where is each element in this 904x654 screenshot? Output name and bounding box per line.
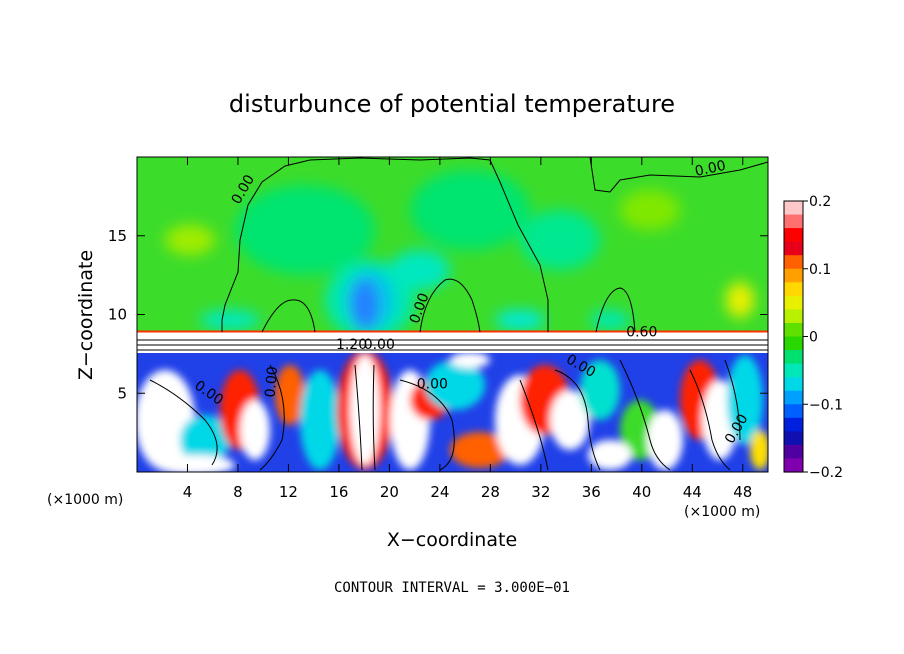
x-unit-left: (×1000 m) (47, 492, 123, 508)
colorbar-swatch (784, 282, 803, 297)
colorbar-ticks: 0.2 0.1 0 −0.1 −0.2 (803, 194, 843, 481)
contour-label: 0.00 (364, 337, 395, 353)
zero-contour-upper (221, 157, 768, 333)
colorbar-swatch (784, 309, 803, 324)
y-tick-label: 15 (108, 227, 127, 245)
x-tick-label: 32 (531, 483, 550, 501)
contour-label: 0.00 (263, 366, 282, 398)
colorbar-swatch (784, 336, 803, 351)
colorbar-tick-label: 0 (809, 330, 818, 346)
x-tick-label: 16 (329, 483, 348, 501)
x-tick-label: 44 (683, 483, 702, 501)
colorbar-swatch (784, 201, 803, 216)
plot-area (137, 157, 768, 472)
colorbar-swatch (784, 295, 803, 310)
x-tick-label: 4 (183, 483, 193, 501)
contour-label: 0.00 (693, 158, 727, 180)
x-unit-right: (×1000 m) (684, 504, 760, 520)
x-tick-label: 20 (380, 483, 399, 501)
colorbar-swatch (784, 350, 803, 365)
x-tick-label: 8 (233, 483, 243, 501)
y-axis-ticks: 5 10 15 (108, 227, 768, 402)
colorbar-swatch (784, 214, 803, 229)
colorbar-swatch (784, 228, 803, 243)
x-axis-label: X−coordinate (387, 529, 517, 551)
x-tick-label: 12 (279, 483, 298, 501)
colorbar-swatch (784, 390, 803, 405)
colorbar-tick-label: −0.2 (809, 465, 843, 481)
colorbar-swatch (784, 431, 803, 446)
colorbar-tick-label: 0.1 (809, 262, 831, 278)
x-tick-label: 28 (481, 483, 500, 501)
contour-interval-note: CONTOUR INTERVAL = 3.000E−01 (334, 580, 570, 596)
colorbar (784, 201, 803, 473)
colorbar-swatch (784, 444, 803, 460)
colorbar-swatch (784, 322, 803, 338)
contour-label: 0.60 (626, 325, 657, 341)
colorbar-tick-label: −0.1 (809, 397, 843, 413)
colorbar-tick-label: 0.2 (809, 194, 831, 210)
colorbar-swatch (784, 377, 803, 392)
x-tick-label: 48 (733, 483, 752, 501)
colorbar-swatch (784, 255, 803, 270)
y-axis-label: Z−coordinate (75, 250, 97, 380)
colorbar-swatch (784, 417, 803, 432)
y-tick-label: 10 (108, 306, 127, 324)
contour-label: 1.20 (336, 337, 367, 353)
colorbar-swatch (784, 458, 803, 473)
chart-title: disturbunce of potential temperature (229, 90, 675, 118)
upper-field-patches (165, 170, 754, 340)
x-tick-label: 36 (582, 483, 601, 501)
contour-label: 0.00 (417, 377, 448, 393)
x-tick-label: 24 (430, 483, 449, 501)
y-tick-label: 5 (117, 384, 127, 402)
colorbar-swatch (784, 363, 803, 378)
colorbar-swatch (784, 404, 803, 419)
x-axis-ticks: 4 8 12 16 20 24 28 32 36 40 44 48 (183, 157, 752, 501)
inversion-layer-band (137, 331, 768, 354)
lower-field-patches (137, 353, 768, 472)
x-tick-label: 40 (632, 483, 651, 501)
colorbar-swatch (784, 241, 803, 256)
colorbar-swatch (784, 268, 803, 283)
